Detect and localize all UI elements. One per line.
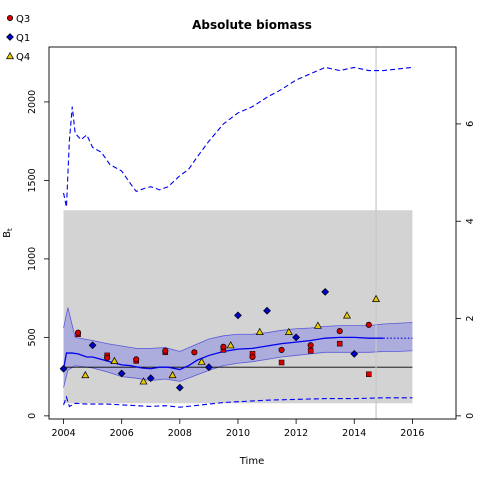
point-q4: [81, 370, 90, 379]
point-q3: [307, 342, 314, 349]
estimate-line: [62, 336, 384, 371]
point-q3: [191, 349, 198, 356]
point-q1: [117, 369, 126, 378]
y-axis-label-subscript: t: [6, 228, 14, 231]
svg-text:Bt: Bt: [2, 228, 14, 238]
point-q1: [59, 364, 68, 373]
y2-tick-label: 6: [465, 121, 476, 127]
legend: Q3 Q1 Q4: [6, 14, 30, 63]
x-tick-label: 2016: [400, 428, 424, 439]
x-tick-label: 2014: [342, 428, 366, 439]
point-q4: [226, 341, 235, 349]
point-q3: [75, 329, 82, 336]
point-q1: [321, 287, 330, 296]
point-q4: [313, 321, 322, 329]
y2-tick-label: 4: [465, 218, 476, 224]
x-tick-label: 2004: [51, 428, 75, 439]
point-q4: [342, 311, 351, 319]
axes: 2004 2006 2008 2010 2012 2014 2016 0 500 1000 1500…: [27, 90, 476, 439]
ci-band-lower: [63, 350, 413, 388]
chart-title: Absolute biomass: [192, 18, 312, 32]
point-q1: [234, 311, 242, 320]
legend-marker-q4: [6, 51, 14, 60]
legend-label-q1: Q1: [16, 33, 30, 44]
y-tick-label: 1000: [27, 247, 38, 271]
point-q1: [350, 349, 359, 358]
x-axis-label: Time: [239, 456, 264, 467]
point-q1: [292, 333, 301, 342]
plot-area: [59, 47, 413, 419]
point-q1: [88, 341, 97, 350]
y2-tick-label: 0: [465, 413, 476, 419]
point-q3: [365, 321, 372, 328]
point-q4: [110, 356, 119, 364]
y2-tick-label: 2: [465, 316, 476, 322]
ci-band-upper: [63, 307, 413, 352]
point-q3: [278, 346, 285, 353]
y-tick-label: 1500: [27, 168, 38, 192]
point-q3: [249, 353, 256, 361]
lower-bound-line: [63, 395, 413, 408]
point-q1: [146, 374, 155, 383]
upper-bound-line: [62, 66, 413, 208]
point-q1: [175, 383, 184, 392]
point-q1: [263, 306, 271, 315]
point-q4: [168, 370, 177, 379]
point-q4: [139, 377, 148, 385]
legend-marker-q1: [6, 33, 14, 41]
legend-label-q4: Q4: [16, 52, 30, 63]
point-q3-square: [307, 347, 314, 354]
point-q3-square: [366, 371, 372, 378]
y-axis-label-main: B: [2, 231, 13, 238]
legend-label-q3: Q3: [16, 14, 30, 25]
y-axis-label: Bt: [2, 228, 14, 238]
point-q3-square: [336, 340, 343, 347]
y-tick-label: 500: [27, 328, 38, 346]
point-q4: [255, 327, 264, 335]
point-q3: [104, 354, 111, 361]
point-q3-square: [278, 359, 285, 366]
point-q4: [284, 327, 293, 335]
y-tick-label: 0: [27, 413, 38, 419]
y-tick-label: 2000: [27, 90, 38, 114]
point-q3: [336, 328, 343, 335]
point-q4: [372, 294, 381, 302]
point-q1: [204, 363, 213, 372]
x-tick-label: 2010: [226, 428, 250, 439]
point-q3: [133, 356, 140, 363]
x-tick-label: 2008: [168, 428, 192, 439]
x-tick-label: 2012: [284, 428, 308, 439]
legend-marker-q3: [6, 14, 14, 22]
x-tick-label: 2006: [110, 428, 134, 439]
point-q3: [220, 343, 227, 350]
point-q3: [162, 347, 169, 354]
point-q4: [197, 357, 206, 365]
plot-frame: [48, 46, 457, 420]
